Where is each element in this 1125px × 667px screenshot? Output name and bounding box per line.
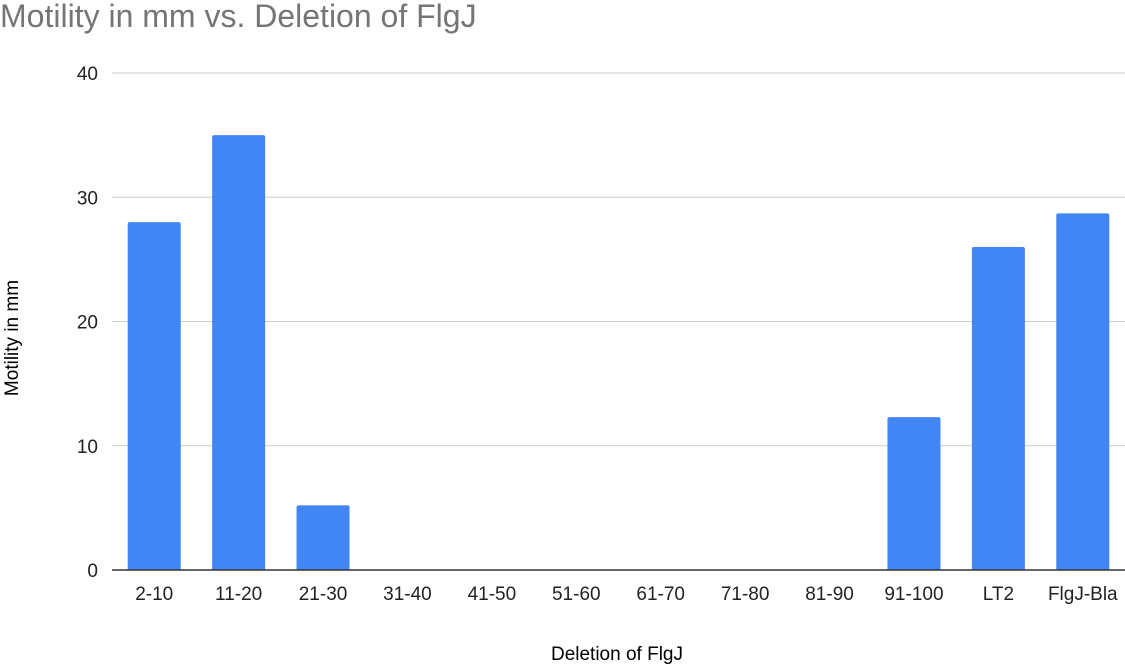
- x-axis-ticks: 2-10 11-20 21-30 31-40 41-50 51-60 61-70 71-80 8…: [135, 584, 1118, 605]
- y-axis-ticks: 0 10 20 30 40: [77, 64, 98, 582]
- bar: [296, 505, 350, 570]
- bar: [127, 222, 181, 570]
- x-tick-label: 51-60: [552, 584, 601, 605]
- x-tick-label: 81-90: [805, 584, 854, 605]
- x-tick-label: 71-80: [721, 584, 770, 605]
- y-tick-label: 30: [77, 188, 98, 209]
- x-tick-label: 11-20: [215, 584, 262, 605]
- bars: [127, 135, 1110, 570]
- x-axis-title: Deletion of FlgJ: [551, 644, 683, 665]
- x-tick-label: 21-30: [299, 584, 348, 605]
- x-tick-label: LT2: [983, 584, 1014, 605]
- x-tick-label: 61-70: [636, 584, 685, 605]
- bar: [971, 246, 1025, 570]
- y-axis-title: Motility in mm: [2, 280, 23, 396]
- x-tick-label: 91-100: [884, 584, 943, 605]
- bar: [1056, 213, 1110, 570]
- y-tick-label: 0: [87, 561, 98, 582]
- bar: [887, 417, 941, 570]
- x-tick-label: 41-50: [468, 584, 517, 605]
- x-tick-label: FlgJ-Bla: [1048, 584, 1118, 605]
- bar: [212, 135, 266, 570]
- x-tick-label: 31-40: [383, 584, 432, 605]
- x-tick-label: 2-10: [135, 584, 173, 605]
- gridlines: [112, 72, 1125, 447]
- y-tick-label: 20: [77, 313, 98, 334]
- y-tick-label: 10: [77, 437, 98, 458]
- chart-title: Motility in mm vs. Deletion of FlgJ: [0, 0, 477, 34]
- y-tick-label: 40: [77, 64, 98, 85]
